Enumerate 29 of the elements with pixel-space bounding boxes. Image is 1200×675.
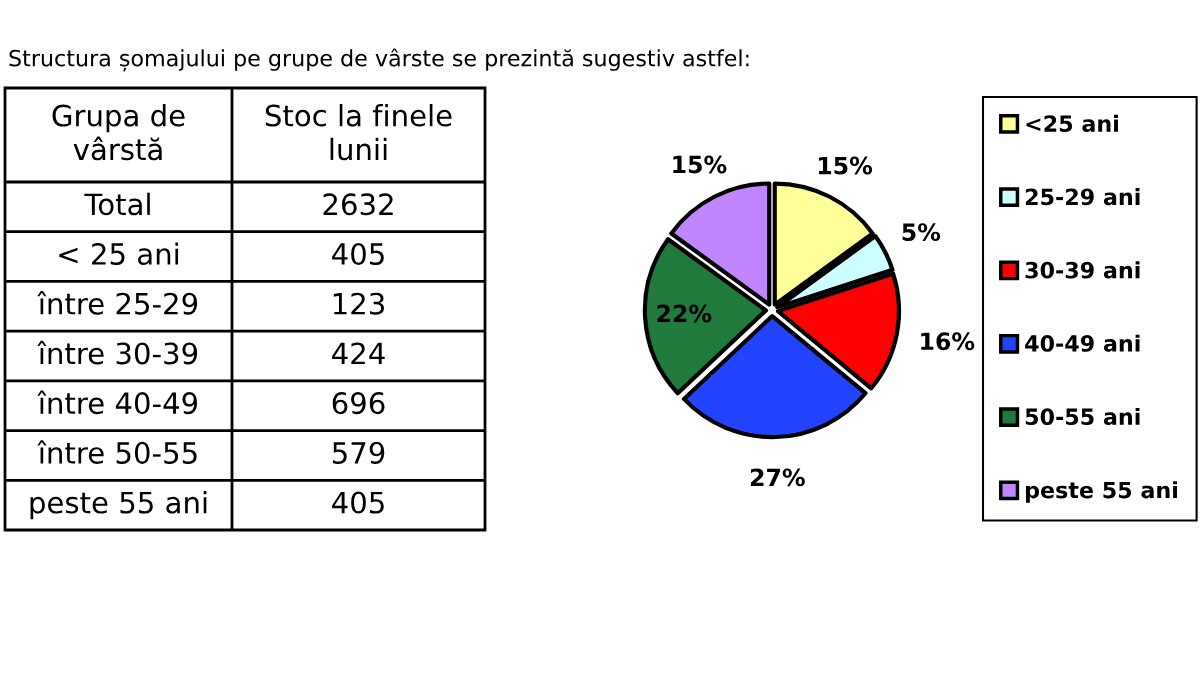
category-label: între 40-49: [37, 390, 198, 415]
category-label: Total: [84, 192, 150, 216]
data-label: 579: [332, 441, 385, 464]
legend-label: peste 55 ani: [1025, 481, 1177, 503]
data-label: 22%: [657, 304, 712, 323]
text: Structura șomajului pe grupe de vârste se prezintă sugestiv astfel:: [9, 48, 749, 72]
data-label: 405: [332, 491, 384, 514]
category-label: < 25 ani: [59, 242, 179, 266]
data-label: 15%: [818, 156, 873, 175]
data-label: 696: [332, 392, 385, 415]
legend-label: 25-29 ani: [1025, 188, 1140, 206]
category-label: între 25-29: [37, 291, 198, 315]
legend-label: 30-39 ani: [1025, 261, 1140, 279]
data-label: 123: [333, 292, 384, 315]
data-label: 16%: [921, 332, 975, 351]
data-label: 27%: [750, 468, 805, 487]
data-label: 5%: [902, 223, 941, 242]
category-label: între 50-55: [37, 440, 197, 464]
text: Grupa de vârstă: [52, 104, 185, 161]
legend-label: 40-49 ani: [1025, 334, 1140, 352]
legend-label: <25 ani: [1026, 114, 1118, 132]
data-label: 405: [332, 242, 384, 266]
category-label: peste 55 ani: [30, 491, 207, 520]
text: Stoc la finele lunii: [265, 104, 452, 161]
data-label: 2632: [323, 193, 393, 216]
category-label: între 30-39: [37, 340, 198, 365]
data-label: 15%: [673, 155, 727, 174]
data-label: 424: [332, 342, 385, 365]
legend-label: 50-55 ani: [1025, 407, 1140, 426]
